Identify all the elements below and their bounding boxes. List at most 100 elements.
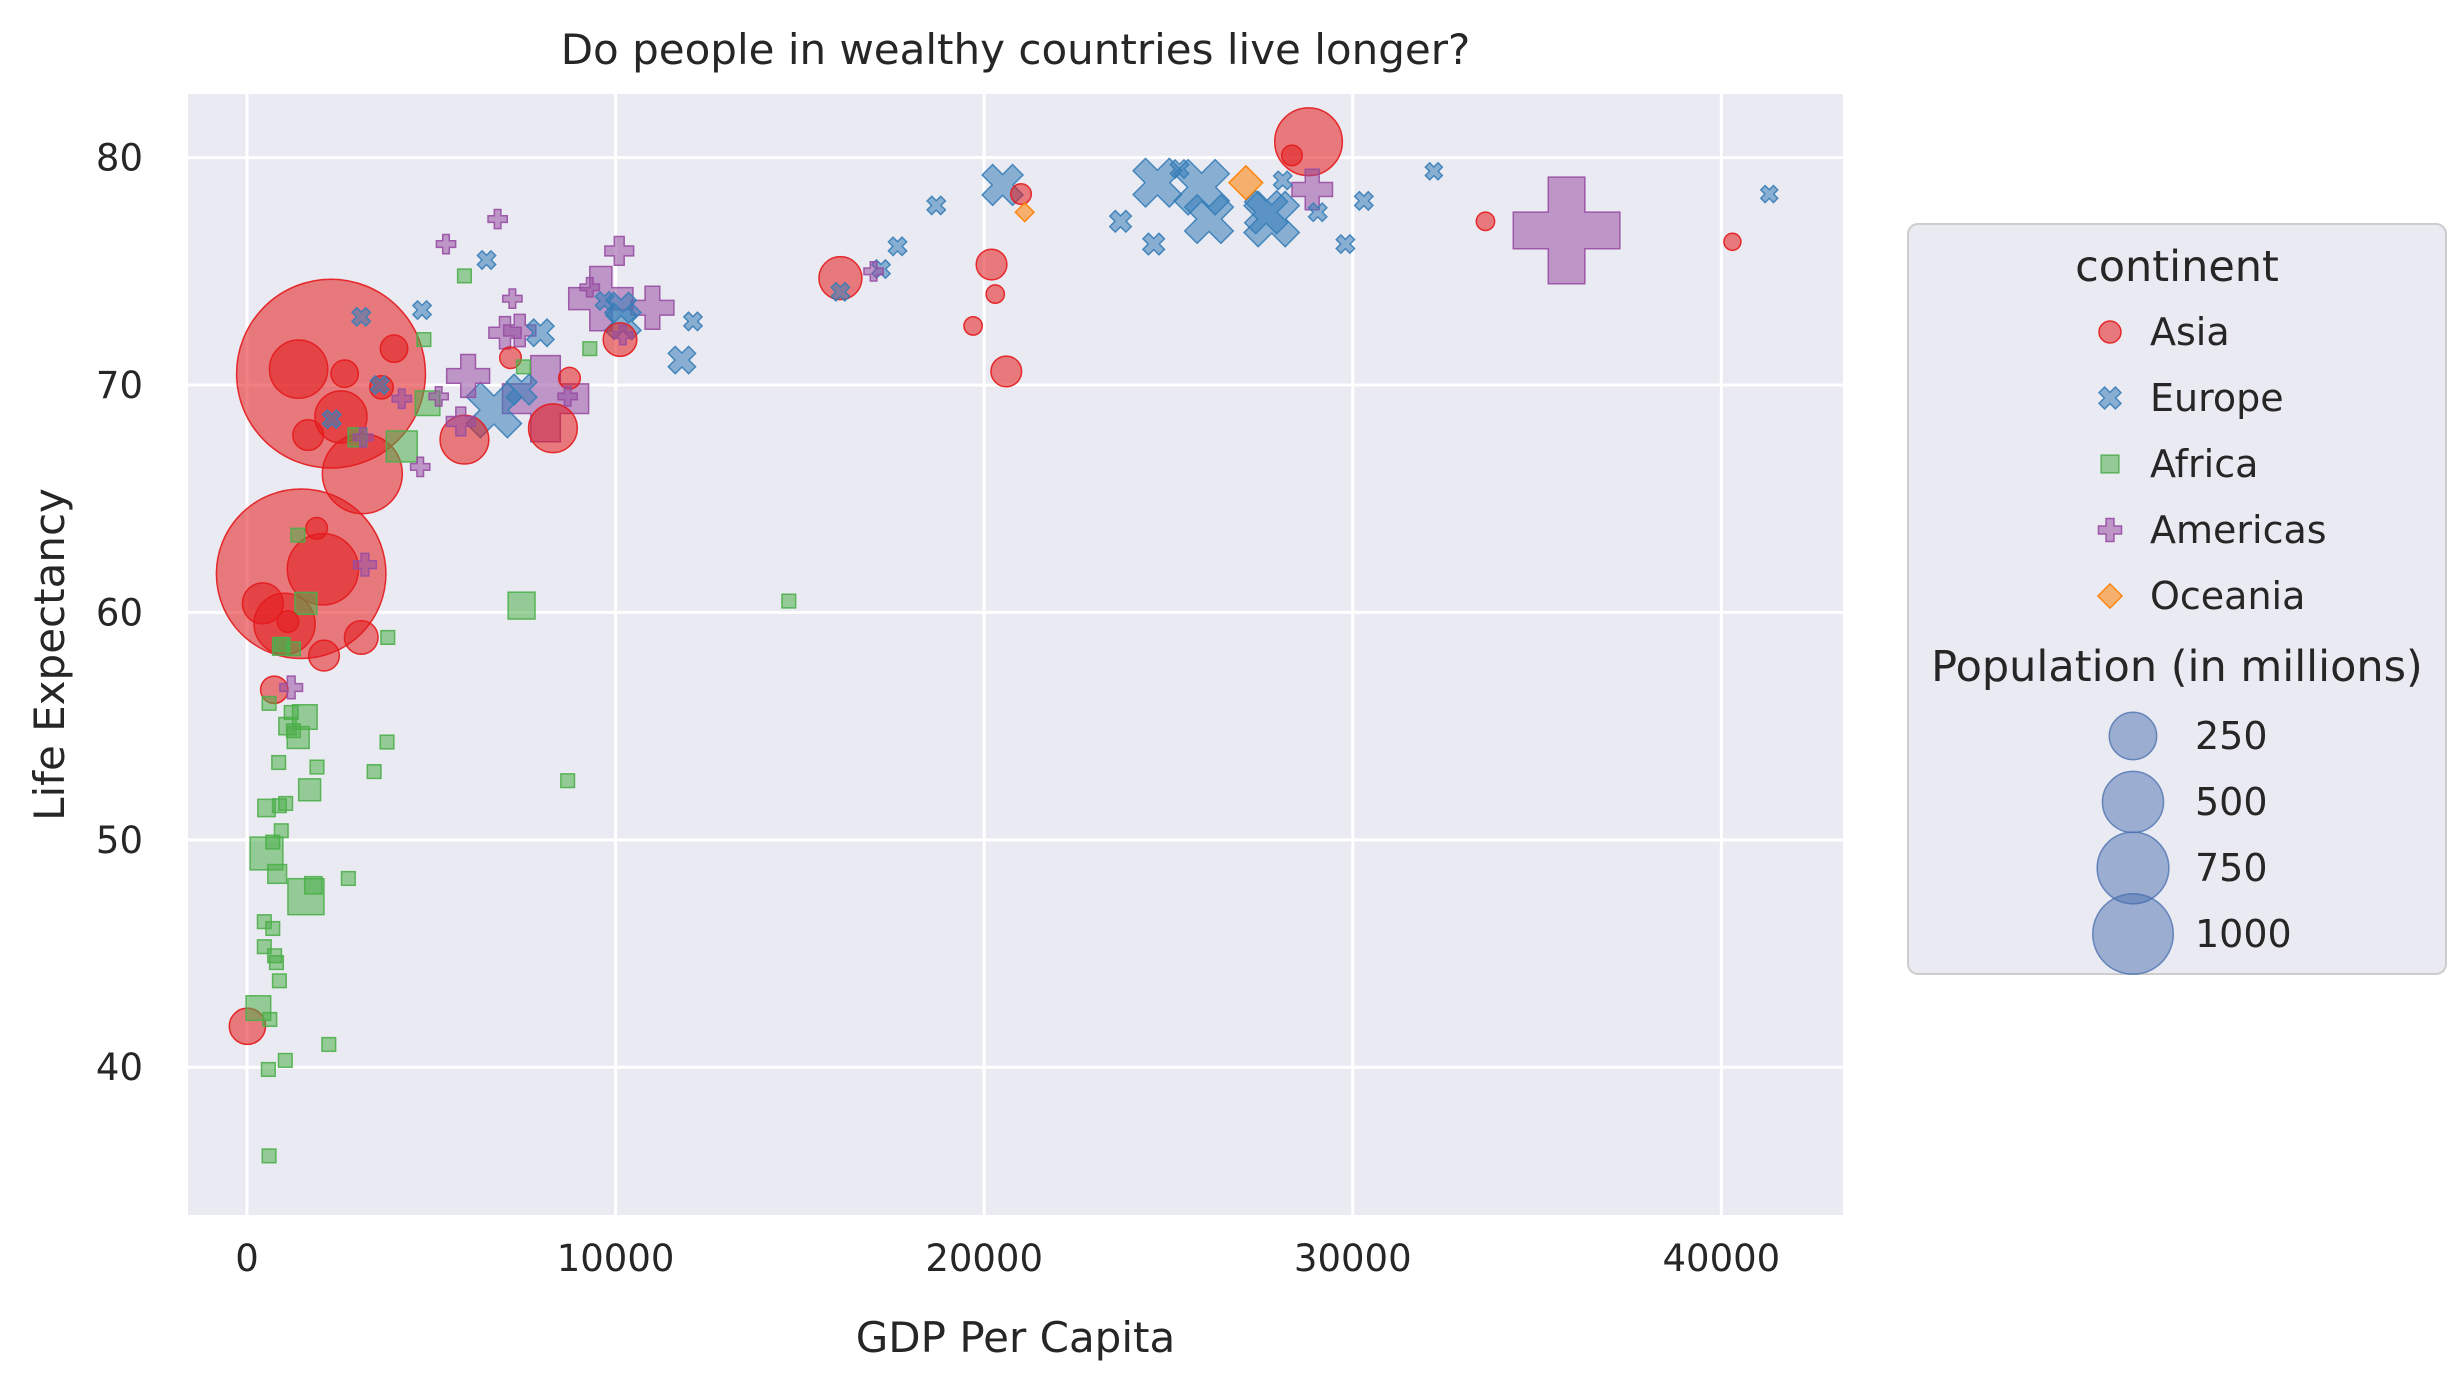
data-point-americas — [612, 324, 634, 346]
data-point-asia — [975, 248, 1008, 281]
data-point-europe — [1353, 190, 1375, 212]
data-point-europe — [1307, 202, 1328, 223]
chart-title: Do people in wealthy countries live long… — [561, 25, 1471, 74]
data-point-europe — [1132, 157, 1183, 209]
legend-marker-americas — [2097, 517, 2123, 543]
data-point-africa — [285, 723, 301, 739]
data-point-americas — [391, 388, 413, 410]
data-point-americas — [604, 235, 635, 267]
data-point-americas — [352, 552, 378, 577]
x-tick-label: 20000 — [925, 1237, 1043, 1280]
data-point-asia — [1273, 107, 1344, 177]
data-point-africa — [271, 973, 287, 989]
data-point-europe — [1169, 158, 1190, 180]
y-tick-label: 70 — [96, 364, 143, 407]
data-point-africa — [260, 1061, 276, 1078]
data-point-asia — [818, 255, 863, 301]
data-point-africa — [309, 759, 325, 775]
data-point-africa — [261, 695, 277, 711]
data-point-africa — [278, 795, 294, 811]
data-point-asia — [557, 366, 582, 390]
data-point-africa — [265, 920, 281, 937]
data-point-europe — [1335, 233, 1356, 255]
data-point-asia — [990, 355, 1023, 388]
data-point-africa — [456, 268, 473, 284]
legend-size-label: 250 — [2195, 714, 2268, 758]
data-point-europe — [682, 311, 704, 332]
y-tick-label: 40 — [96, 1046, 143, 1089]
data-point-africa — [265, 834, 281, 850]
data-point-europe — [351, 306, 372, 328]
data-point-africa — [273, 823, 289, 839]
legend: continent Asia Europe Africa Americas Oceani… — [1907, 223, 2447, 976]
data-point-oceania — [1014, 201, 1036, 223]
data-point-africa — [385, 430, 418, 463]
legend-marker-oceania — [2096, 582, 2124, 610]
data-point-africa — [321, 1036, 337, 1053]
data-point-africa — [379, 734, 395, 750]
data-point-americas — [409, 456, 431, 478]
x-tick-label: 10000 — [557, 1237, 675, 1280]
data-point-europe — [1759, 184, 1779, 204]
data-point-europe — [369, 374, 390, 396]
data-point-americas — [352, 426, 374, 448]
legend-continent-items: Asia Europe Africa Americas Oceania — [2096, 310, 2327, 618]
data-point-africa — [262, 1011, 278, 1028]
x-tick-label: 0 — [235, 1237, 259, 1280]
data-point-africa — [303, 875, 323, 895]
data-point-africa — [271, 754, 287, 771]
data-point-africa — [297, 778, 322, 802]
points-layer — [215, 107, 1779, 1164]
data-point-africa — [507, 591, 536, 620]
data-point-africa — [277, 1052, 293, 1068]
data-point-europe — [321, 408, 342, 430]
data-point-europe — [667, 345, 697, 375]
y-axis-label: Life Expectancy — [25, 488, 74, 821]
legend-label-europe: Europe — [2150, 376, 2284, 420]
data-point-europe — [1108, 209, 1133, 234]
legend-title-continent: continent — [2075, 242, 2279, 292]
plot-background — [188, 94, 1843, 1215]
data-point-africa — [416, 332, 432, 348]
legend-size-marker — [2101, 770, 2165, 834]
data-point-europe — [1272, 170, 1293, 191]
data-point-europe — [1183, 193, 1235, 245]
y-tick-label: 80 — [96, 137, 143, 180]
data-point-africa — [515, 359, 531, 375]
data-point-americas — [435, 233, 457, 255]
legend-box — [1907, 223, 2447, 975]
x-axis-label: GDP Per Capita — [856, 1313, 1175, 1362]
legend-size-label: 1000 — [2195, 912, 2292, 956]
data-point-europe — [505, 373, 538, 406]
data-point-africa — [261, 1148, 277, 1164]
data-point-americas — [487, 208, 508, 230]
data-point-asia — [1723, 232, 1742, 252]
legend-marker-europe — [2097, 385, 2123, 411]
data-point-europe — [1141, 232, 1166, 256]
data-point-africa — [267, 863, 288, 885]
data-point-africa — [290, 527, 306, 543]
data-point-europe — [525, 318, 556, 348]
data-point-europe — [1424, 161, 1444, 181]
data-point-asia — [307, 639, 341, 672]
legend-size-marker — [2091, 892, 2175, 976]
data-point-europe — [604, 291, 638, 325]
data-point-africa — [283, 704, 299, 721]
data-point-africa — [340, 870, 356, 887]
legend-size-marker — [2108, 711, 2158, 761]
data-point-asia — [241, 582, 285, 625]
grid-layer — [188, 94, 1843, 1215]
legend-label-oceania: Oceania — [2150, 574, 2305, 618]
data-point-asia — [1280, 144, 1303, 167]
data-point-africa — [781, 593, 797, 609]
data-point-oceania — [1227, 164, 1264, 201]
data-point-europe — [830, 281, 851, 303]
data-point-africa — [267, 948, 283, 964]
data-point-americas — [579, 276, 601, 298]
data-point-asia — [330, 359, 360, 389]
legend-marker-asia — [2098, 320, 2122, 344]
legend-label-africa: Africa — [2150, 442, 2258, 486]
legend-label-asia: Asia — [2150, 310, 2230, 354]
